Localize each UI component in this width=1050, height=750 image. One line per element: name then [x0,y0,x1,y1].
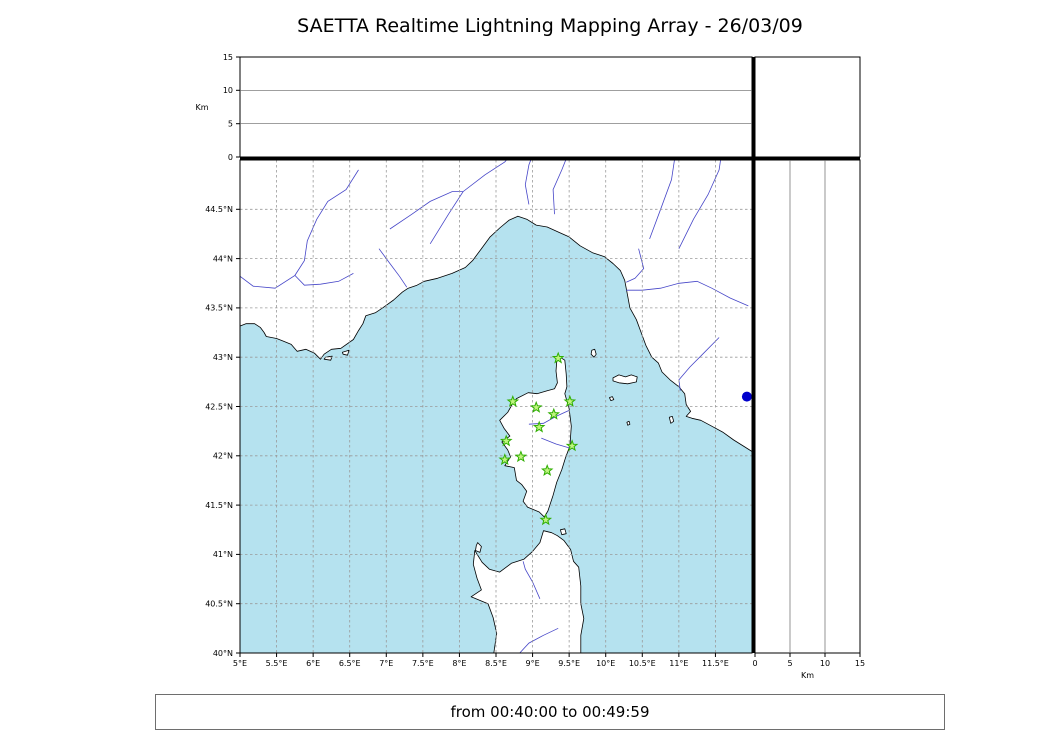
river-var [378,248,408,288]
page-title: SAETTA Realtime Lightning Mapping Array … [297,15,803,37]
coastline-elba [612,374,638,385]
river-trebbia [552,160,567,215]
lon-tick-label: 10°E [596,659,615,668]
altitude-lat-frame [754,159,861,654]
lon-tick-label: 9°E [525,659,539,668]
river-scrivia [524,160,532,205]
lat-tick-label: 42.5°N [205,402,233,411]
river-tavignano [541,437,570,449]
lon-tick-label: 10.5°E [629,659,656,668]
lat-tick-label: 40°N [213,649,233,658]
alt-tick-label: 0 [752,659,757,668]
alt-right-axis-label: Km [801,671,814,680]
lon-tick-label: 9.5°E [558,659,580,668]
river-coghinas [522,561,541,599]
coastline-capraia [590,348,597,358]
river-stura [389,191,464,230]
alt-tick-label: 0 [228,153,233,162]
station-star [540,463,554,476]
alt-tick-label: 5 [228,120,233,129]
station-star [563,394,577,407]
time-window-text: from 00:40:00 to 00:49:59 [450,703,650,721]
station-star [506,394,520,407]
lon-tick-label: 8.5°E [485,659,507,668]
map-grid [240,160,752,653]
lat-tick-label: 40.5°N [205,600,233,609]
alt-tick-label: 10 [223,86,233,95]
lat-tick-label: 43°N [213,353,233,362]
altitude-lat-panel: 0 5 10 15 Km [752,159,865,680]
altitude-lon-frame [239,56,753,158]
lat-tick-label: 41.5°N [205,501,233,510]
river-secchia [649,160,675,240]
alt-tick-label: 10 [820,659,830,668]
station-star [539,513,553,526]
lon-tick-label: 5°E [233,659,247,668]
station-star [499,434,513,447]
lon-tick-label: 11.5°E [702,659,729,668]
station-star [532,420,546,433]
lon-tick-label: 11°E [669,659,688,668]
coastline-levant [342,349,350,356]
coastline-corsica [499,355,572,518]
station-star [547,407,561,420]
station-star [565,439,579,452]
coastline-maddalena [560,528,567,536]
lon-tick-label: 5.5°E [266,659,288,668]
corner-panel [754,56,861,158]
lon-tick-label: 8°E [452,659,466,668]
station-star [529,400,543,413]
lon-tick-label: 7.5°E [412,659,434,668]
river-ombrone [678,337,720,391]
alt-top-axis-label: Km [195,103,208,112]
stations [498,351,579,526]
coastline-asinara [475,542,482,553]
station-star [498,453,512,466]
river-arno [626,280,749,307]
lon-tick-label: 7°E [379,659,393,668]
alt-tick-label: 15 [855,659,865,668]
river-durance [240,169,359,289]
river-golo [528,410,570,425]
lon-tick-label: 6.5°E [339,659,361,668]
river-verdon [294,273,354,286]
river-tanaro [429,160,508,245]
river-tirso [519,627,559,653]
alt-tick-label: 5 [787,659,792,668]
lat-tick-label: 42°N [213,452,233,461]
time-window-box: from 00:40:00 to 00:49:59 [155,694,945,730]
lat-tick-label: 43.5°N [205,304,233,313]
station-star [514,450,528,463]
coastline-mainland [240,160,752,452]
lat-tick-label: 44.5°N [205,205,233,214]
lma-plot: 0 5 10 15 Km 0 5 10 15 Km 5°E 5.5°E 6°E 6.5°E 7°E 7.5°E… [195,53,865,680]
river-reno [678,160,721,249]
coastline-pianosa [609,396,615,401]
altitude-lon-panel: 0 5 10 15 Km [195,53,753,162]
lat-tick-label: 44°N [213,254,233,263]
coastline-giglio [668,416,675,424]
lon-tick-label: 6°E [306,659,320,668]
alt-tick-label: 15 [223,53,233,62]
coastline-montecristo [626,420,631,426]
lake-bolsena [741,391,752,402]
lat-tick-label: 41°N [213,550,233,559]
station-star [551,351,565,364]
